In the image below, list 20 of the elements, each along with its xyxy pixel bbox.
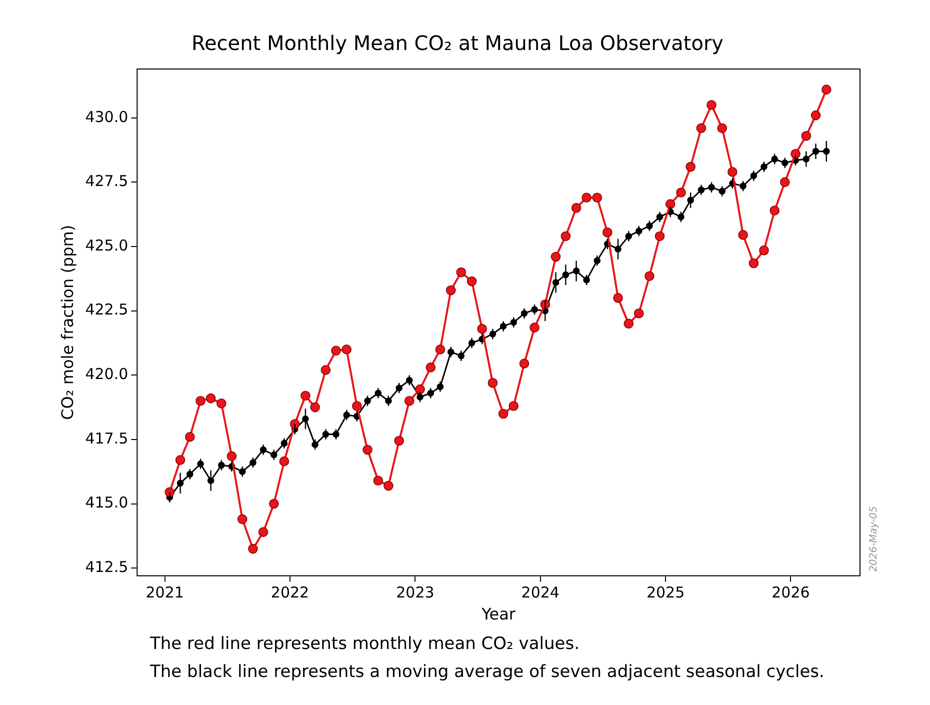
x-tick-label: 2024 [521,584,560,602]
x-axis-title: Year [480,604,516,624]
y-tick-label: 420.0 [85,365,128,384]
y-tick-label: 422.5 [85,300,128,319]
y-axis-title: CO₂ mole fraction (ppm) [58,224,77,420]
y-tick-label: 427.5 [85,172,128,190]
text: The black line represents a moving average of seven adjacent seasonal cycles. [150,661,824,684]
y-tick-label: 415.0 [85,494,128,512]
x-tick-label: 2021 [146,584,184,602]
y-tick-label: 417.5 [85,429,128,448]
x-tick-label: 2022 [270,584,310,602]
text: 2026-May-05 [868,506,880,572]
text: The red line represents monthly mean CO₂ values. [150,633,580,656]
chart-title: Recent Monthly Mean CO₂ at Mauna Loa Observatory [191,31,724,56]
x-tick-label: 2025 [646,584,685,602]
y-tick-label: 425.0 [85,236,128,254]
x-tick-label: 2026 [772,584,810,602]
y-tick-label: 412.5 [85,558,128,576]
x-tick-label: 2023 [396,584,434,602]
y-tick-label: 430.0 [85,108,128,126]
